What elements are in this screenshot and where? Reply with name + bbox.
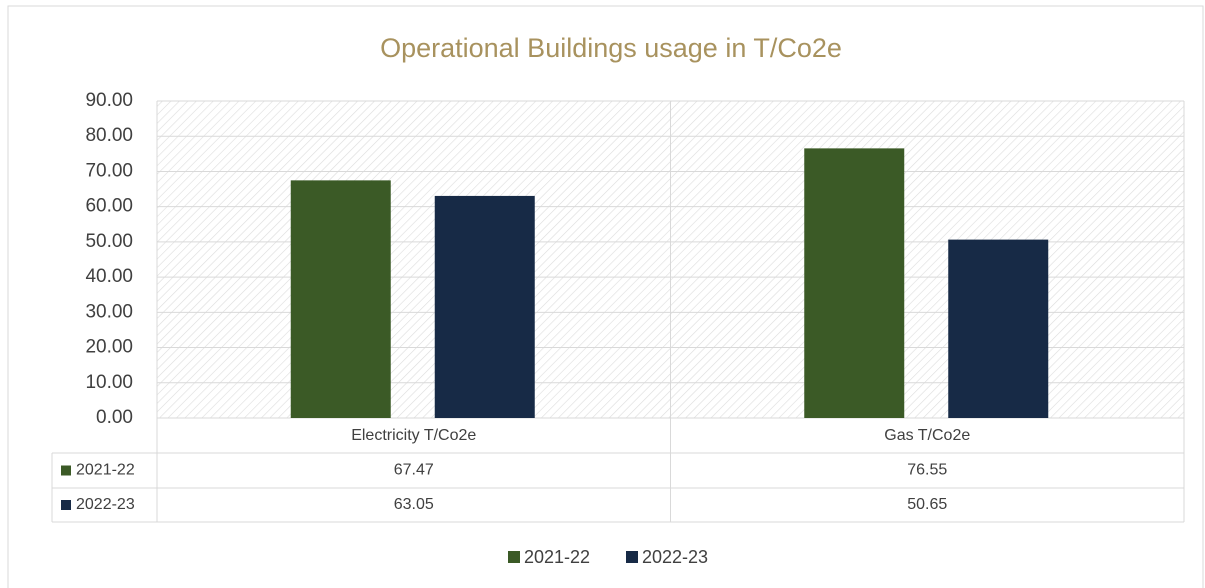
bar bbox=[434, 195, 535, 418]
table-series-name: 2021-22 bbox=[76, 462, 135, 479]
bar bbox=[948, 239, 1049, 418]
legend-label: 2022-23 bbox=[642, 547, 708, 567]
y-tick-label: 50.00 bbox=[85, 231, 133, 252]
y-tick-label: 10.00 bbox=[85, 372, 133, 393]
chart-title: Operational Buildings usage in T/Co2e bbox=[380, 33, 842, 63]
x-tick-label: Gas T/Co2e bbox=[884, 427, 970, 444]
bar bbox=[804, 148, 905, 418]
y-tick-label: 0.00 bbox=[96, 407, 133, 428]
y-tick-label: 80.00 bbox=[85, 125, 133, 146]
table-value: 76.55 bbox=[907, 462, 947, 479]
y-tick-label: 20.00 bbox=[85, 337, 133, 358]
legend-label: 2021-22 bbox=[524, 547, 590, 567]
y-tick-label: 40.00 bbox=[85, 266, 133, 287]
table-series-name: 2022-23 bbox=[76, 496, 135, 513]
y-tick-label: 90.00 bbox=[85, 90, 133, 111]
bar bbox=[290, 180, 391, 418]
y-tick-label: 30.00 bbox=[85, 301, 133, 322]
x-tick-label: Electricity T/Co2e bbox=[351, 427, 476, 444]
legend-swatch bbox=[626, 551, 638, 563]
y-tick-label: 70.00 bbox=[85, 160, 133, 181]
legend-swatch bbox=[508, 551, 520, 563]
table-legend-swatch bbox=[61, 465, 71, 476]
table-value: 50.65 bbox=[907, 496, 947, 513]
table-legend-swatch bbox=[61, 500, 71, 510]
table-value: 67.47 bbox=[394, 462, 434, 479]
y-tick-label: 60.00 bbox=[85, 196, 133, 217]
table-value: 63.05 bbox=[394, 496, 434, 513]
